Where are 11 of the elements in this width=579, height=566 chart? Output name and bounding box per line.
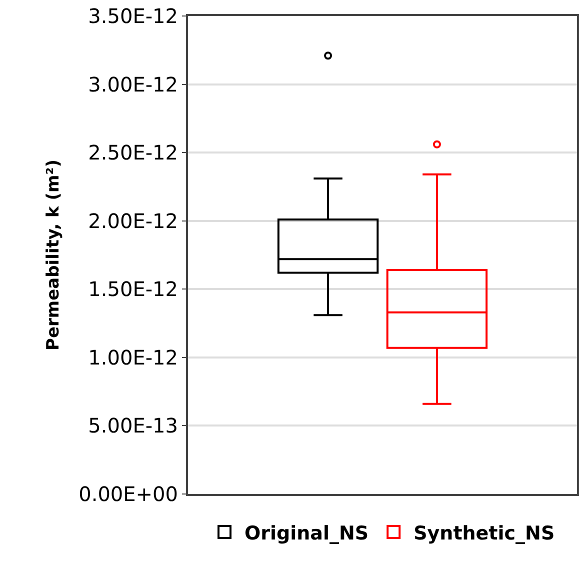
y-tick-label: 3.50E-12	[88, 4, 178, 28]
legend-label: Synthetic_NS	[414, 522, 555, 544]
y-tick-label: 2.50E-12	[88, 140, 178, 165]
y-axis-title: Permeability, k (m²)	[44, 160, 64, 350]
y-tick-label: 5.00E-13	[88, 414, 178, 438]
y-tick-label: 1.00E-12	[88, 345, 178, 370]
legend-label: Original_NS	[244, 522, 369, 544]
y-tick-label: 3.00E-12	[88, 72, 178, 96]
y-tick-label: 2.00E-12	[88, 208, 178, 233]
y-tick-label: 0.00E+00	[78, 482, 178, 506]
y-tick-label: 1.50E-12	[88, 277, 178, 302]
